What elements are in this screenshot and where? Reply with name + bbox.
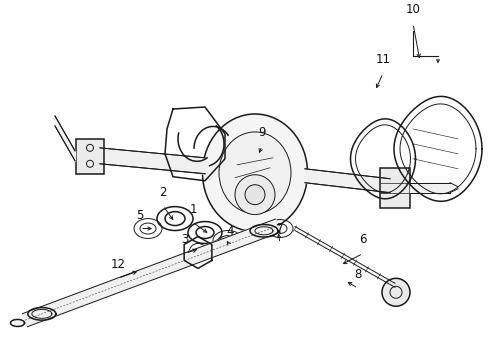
Text: 10: 10 xyxy=(405,3,420,17)
FancyBboxPatch shape xyxy=(379,168,409,208)
Text: 8: 8 xyxy=(354,268,361,281)
Circle shape xyxy=(381,278,409,306)
FancyBboxPatch shape xyxy=(76,139,104,174)
Text: 7: 7 xyxy=(276,224,283,237)
Polygon shape xyxy=(22,219,280,327)
Text: 9: 9 xyxy=(258,126,265,139)
Text: 11: 11 xyxy=(375,53,390,66)
Text: 3: 3 xyxy=(181,233,188,247)
Text: 12: 12 xyxy=(110,258,125,271)
Text: 5: 5 xyxy=(136,208,143,221)
Text: 4: 4 xyxy=(226,225,233,238)
Text: 1: 1 xyxy=(189,203,196,216)
Ellipse shape xyxy=(202,114,307,231)
Circle shape xyxy=(235,175,274,215)
Text: 2: 2 xyxy=(159,186,166,199)
Circle shape xyxy=(244,185,264,204)
Text: 6: 6 xyxy=(359,233,366,247)
Ellipse shape xyxy=(219,132,290,213)
